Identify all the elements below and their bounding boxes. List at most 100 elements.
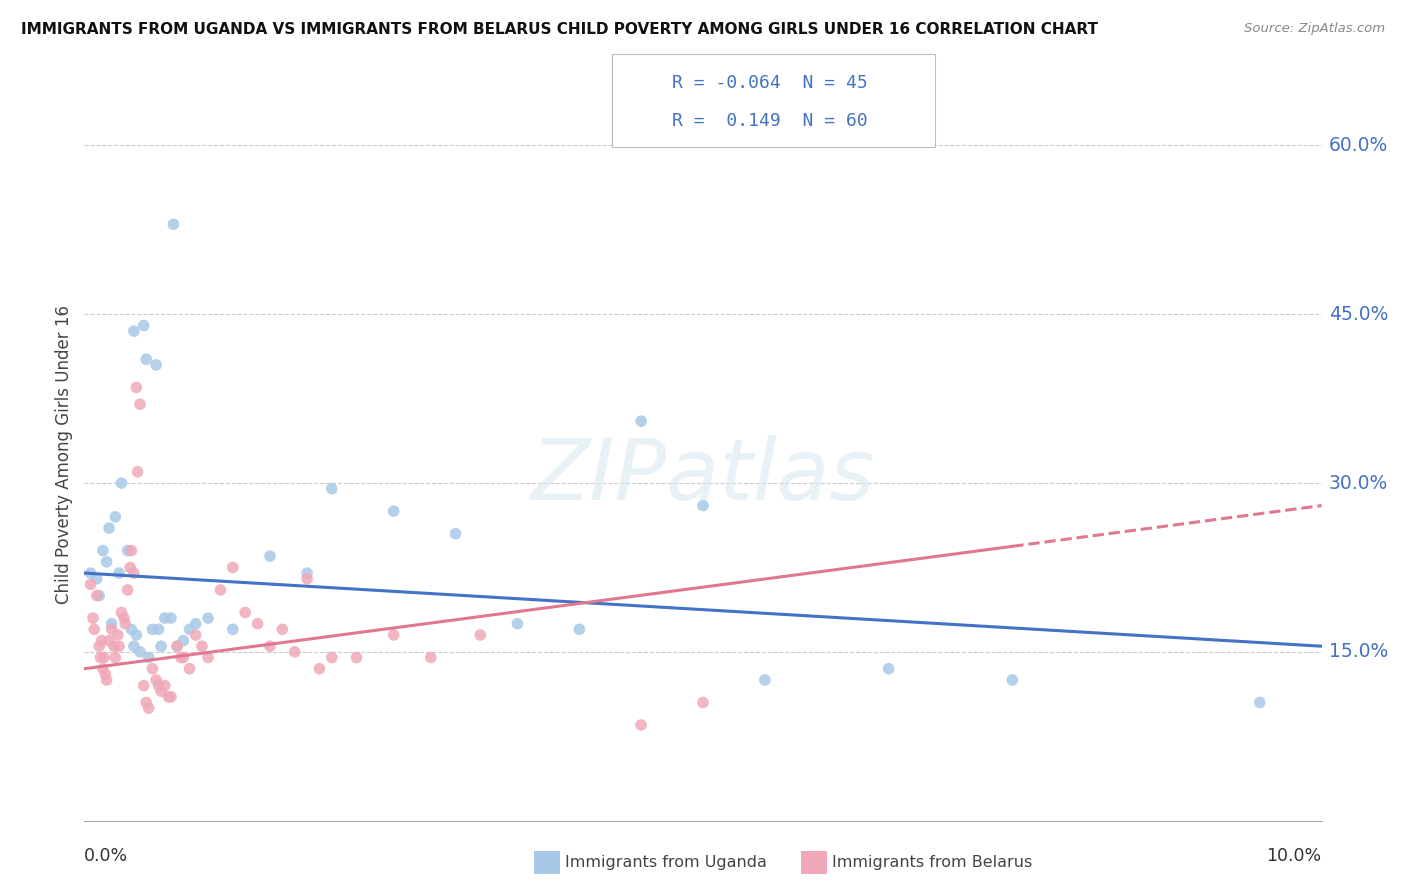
Point	[148, 679, 170, 693]
Point	[692, 499, 714, 513]
Point	[107, 628, 129, 642]
Point	[96, 555, 118, 569]
Point	[98, 521, 121, 535]
Text: ZIPatlas: ZIPatlas	[531, 435, 875, 518]
Point	[160, 690, 183, 704]
Text: 60.0%: 60.0%	[1329, 136, 1388, 155]
Point	[132, 679, 155, 693]
Point	[166, 639, 188, 653]
Point	[135, 352, 157, 367]
Point	[321, 482, 343, 496]
Point	[120, 543, 142, 558]
Point	[138, 701, 160, 715]
Point	[89, 650, 111, 665]
Point	[89, 639, 111, 653]
Point	[138, 650, 160, 665]
Point	[141, 623, 163, 637]
Point	[132, 318, 155, 333]
Point	[122, 639, 145, 653]
Point	[419, 650, 441, 665]
Point	[135, 696, 157, 710]
Point	[162, 217, 184, 231]
Point	[79, 577, 101, 591]
Point	[179, 662, 201, 676]
Point	[112, 611, 135, 625]
Point	[117, 582, 139, 597]
Point	[117, 543, 139, 558]
Point	[754, 673, 776, 687]
Point	[83, 623, 105, 637]
Point	[98, 633, 121, 648]
Point	[94, 667, 117, 681]
Point	[141, 662, 163, 676]
Point	[108, 566, 131, 580]
Point	[157, 690, 180, 704]
Point	[321, 650, 343, 665]
Point	[197, 611, 219, 625]
Point	[172, 633, 194, 648]
Point	[93, 650, 115, 665]
Point	[184, 628, 207, 642]
Point	[100, 616, 122, 631]
Point	[1001, 673, 1024, 687]
Point	[110, 606, 132, 620]
Point	[222, 623, 245, 637]
Y-axis label: Child Poverty Among Girls Under 16: Child Poverty Among Girls Under 16	[55, 305, 73, 605]
Text: Immigrants from Belarus: Immigrants from Belarus	[832, 855, 1032, 870]
Point	[145, 358, 167, 372]
Point	[150, 684, 173, 698]
Point	[86, 572, 108, 586]
Point	[209, 582, 232, 597]
Point	[153, 679, 176, 693]
Point	[120, 560, 142, 574]
Point	[86, 589, 108, 603]
Point	[104, 650, 127, 665]
Point	[179, 623, 201, 637]
Point	[150, 639, 173, 653]
Point	[166, 639, 188, 653]
Point	[129, 645, 152, 659]
Point	[630, 414, 652, 428]
Point	[308, 662, 330, 676]
Point	[382, 628, 405, 642]
Point	[145, 673, 167, 687]
Point	[222, 560, 245, 574]
Point	[470, 628, 492, 642]
Text: 15.0%: 15.0%	[1329, 642, 1388, 661]
Point	[233, 606, 256, 620]
Point	[153, 611, 176, 625]
Point	[100, 623, 122, 637]
Point	[170, 650, 193, 665]
Point	[129, 397, 152, 411]
Text: IMMIGRANTS FROM UGANDA VS IMMIGRANTS FROM BELARUS CHILD POVERTY AMONG GIRLS UNDE: IMMIGRANTS FROM UGANDA VS IMMIGRANTS FRO…	[21, 22, 1098, 37]
Point	[96, 673, 118, 687]
Point	[110, 476, 132, 491]
Point	[284, 645, 307, 659]
Text: 30.0%: 30.0%	[1329, 474, 1388, 492]
Point	[295, 572, 318, 586]
Point	[127, 465, 149, 479]
Text: 0.0%: 0.0%	[84, 847, 128, 865]
Point	[692, 696, 714, 710]
Point	[259, 639, 281, 653]
Point	[172, 650, 194, 665]
Point	[259, 549, 281, 564]
Point	[160, 611, 183, 625]
Text: R = -0.064  N = 45: R = -0.064 N = 45	[672, 74, 868, 93]
Text: 45.0%: 45.0%	[1329, 305, 1388, 324]
Point	[444, 526, 467, 541]
Point	[346, 650, 368, 665]
Text: 10.0%: 10.0%	[1267, 847, 1322, 865]
Point	[191, 639, 214, 653]
Point	[122, 566, 145, 580]
Point	[104, 509, 127, 524]
Point	[877, 662, 900, 676]
Point	[91, 543, 114, 558]
Point	[184, 616, 207, 631]
Point	[91, 662, 114, 676]
Point	[79, 566, 101, 580]
Text: R =  0.149  N = 60: R = 0.149 N = 60	[672, 112, 868, 130]
Point	[125, 628, 148, 642]
Point	[1249, 696, 1271, 710]
Point	[568, 623, 591, 637]
